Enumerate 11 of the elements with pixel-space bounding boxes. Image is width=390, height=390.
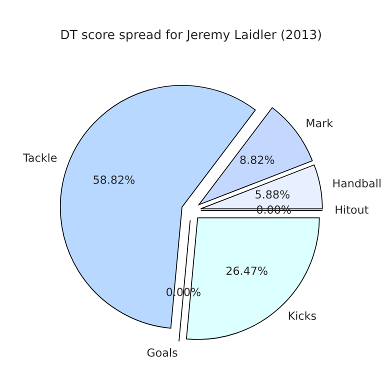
slice-label: Handball <box>333 178 380 188</box>
data-label: 26.47% <box>226 266 268 275</box>
slice-label: Mark <box>306 118 334 128</box>
category-label: Goals <box>147 348 178 357</box>
chart-title: DT score spread for Jeremy Laidler (2013) <box>61 30 321 42</box>
data-label: 58.82% <box>94 176 135 184</box>
slice-label: Tackle <box>22 153 57 162</box>
data-label: 5.88% <box>256 190 290 199</box>
category-label: Hitout <box>336 205 368 214</box>
slice-label: Kicks <box>288 311 316 320</box>
data-label: 8.82% <box>240 156 274 164</box>
